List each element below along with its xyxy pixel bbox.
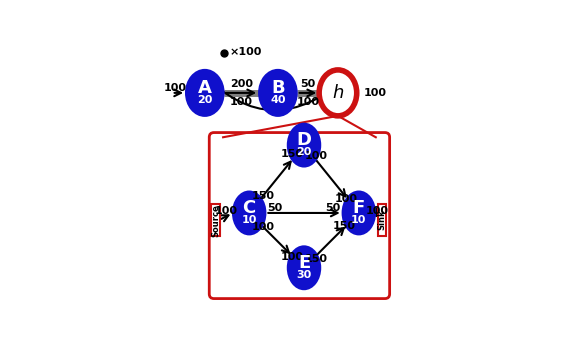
Text: 100: 100 bbox=[252, 222, 275, 232]
FancyBboxPatch shape bbox=[378, 204, 386, 236]
Text: 100: 100 bbox=[335, 194, 358, 204]
FancyBboxPatch shape bbox=[209, 133, 389, 299]
Text: D: D bbox=[297, 131, 311, 149]
Text: E: E bbox=[298, 254, 310, 272]
Text: C: C bbox=[243, 199, 256, 217]
Ellipse shape bbox=[259, 70, 297, 116]
Text: 20: 20 bbox=[296, 147, 312, 157]
Text: 50: 50 bbox=[325, 203, 340, 213]
Ellipse shape bbox=[319, 70, 357, 116]
Text: 100: 100 bbox=[296, 97, 319, 107]
Text: 100: 100 bbox=[230, 97, 253, 107]
Text: 100: 100 bbox=[363, 88, 387, 98]
Text: 20: 20 bbox=[197, 95, 213, 105]
Text: 50: 50 bbox=[300, 79, 315, 89]
Text: 40: 40 bbox=[270, 95, 286, 105]
Text: 100: 100 bbox=[215, 206, 237, 216]
Text: Source: Source bbox=[211, 204, 220, 237]
Text: 100: 100 bbox=[281, 252, 304, 262]
FancyBboxPatch shape bbox=[212, 204, 220, 236]
Text: h: h bbox=[332, 84, 343, 102]
Text: 30: 30 bbox=[296, 270, 312, 280]
Ellipse shape bbox=[343, 192, 375, 234]
Text: 200: 200 bbox=[230, 79, 253, 89]
Ellipse shape bbox=[186, 70, 224, 116]
Text: 150: 150 bbox=[281, 149, 304, 159]
Text: 100: 100 bbox=[304, 151, 327, 161]
FancyArrowPatch shape bbox=[203, 74, 347, 110]
Text: 50: 50 bbox=[268, 203, 283, 213]
Text: Sink: Sink bbox=[378, 210, 387, 231]
Text: 150: 150 bbox=[252, 191, 275, 201]
Text: 100: 100 bbox=[164, 83, 187, 93]
Text: 100: 100 bbox=[366, 206, 388, 216]
Text: 150: 150 bbox=[333, 221, 356, 231]
Text: 10: 10 bbox=[241, 215, 257, 225]
Text: 150: 150 bbox=[305, 254, 328, 264]
Ellipse shape bbox=[288, 124, 320, 166]
Ellipse shape bbox=[233, 192, 265, 234]
Text: ×100: ×100 bbox=[230, 47, 262, 57]
Text: A: A bbox=[198, 79, 212, 97]
Text: 10: 10 bbox=[351, 215, 367, 225]
Text: B: B bbox=[271, 79, 285, 97]
Text: F: F bbox=[353, 199, 365, 217]
Ellipse shape bbox=[288, 246, 320, 289]
